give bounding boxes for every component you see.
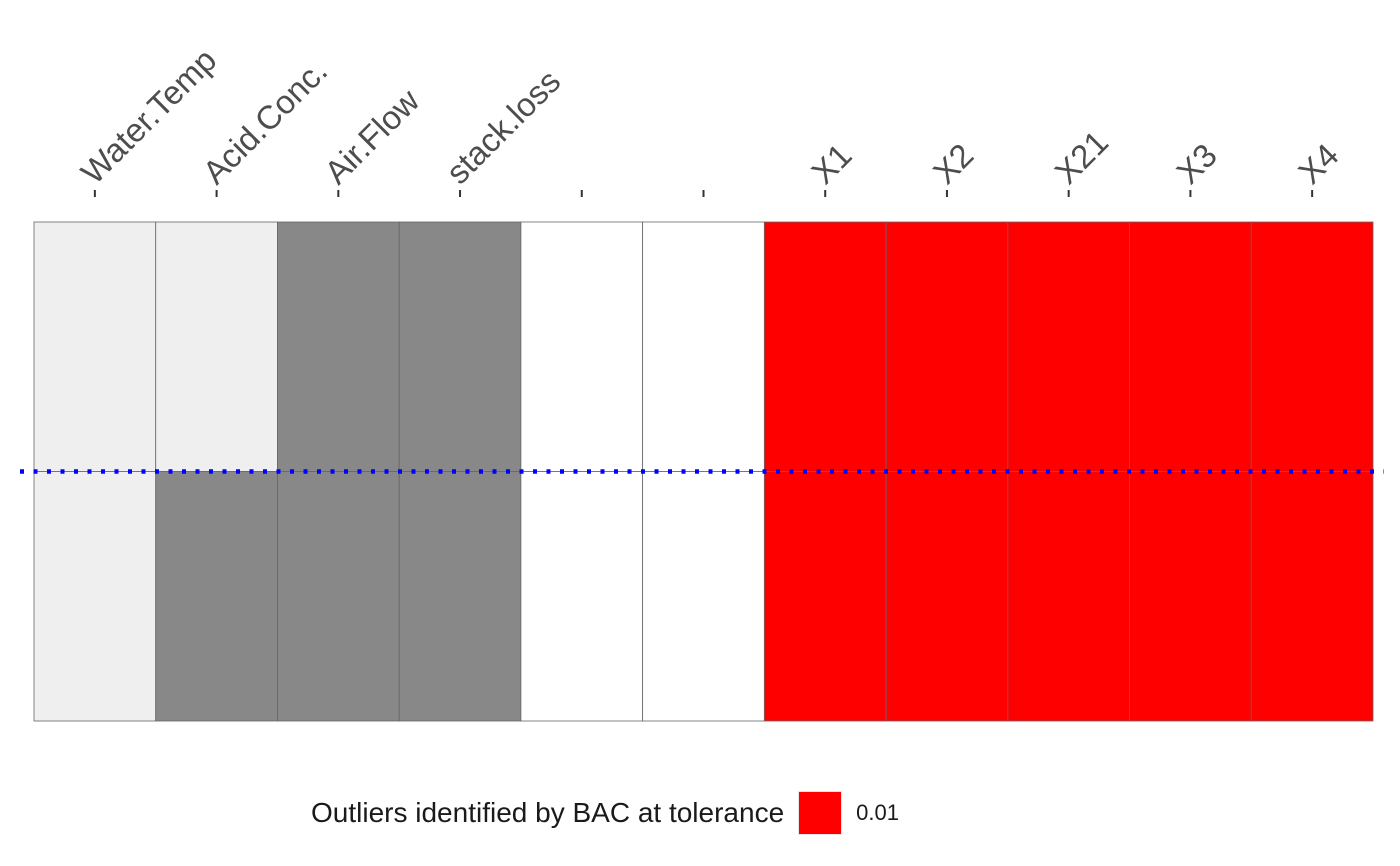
heatmap-cell xyxy=(885,471,1009,722)
heatmap-cell xyxy=(763,221,887,472)
heatmap-cell xyxy=(885,221,1009,472)
heatmap-cell xyxy=(1129,221,1252,472)
legend: Outliers identified by BAC at tolerance … xyxy=(0,788,1400,838)
heatmap-cell xyxy=(642,471,765,722)
x-axis-tick-label: X3 xyxy=(1169,136,1224,191)
heatmap-cell xyxy=(155,221,278,472)
heatmap-cell xyxy=(1250,471,1374,722)
heatmap-cell xyxy=(1007,471,1130,722)
x-axis-tick-label: Air.Flow xyxy=(317,82,426,191)
heatmap-cell xyxy=(277,221,400,472)
heatmap-cell xyxy=(763,471,887,722)
heatmap-cell xyxy=(398,221,522,472)
heatmap-cell xyxy=(1250,221,1374,472)
heatmap-cell xyxy=(642,221,765,472)
heatmap-cell xyxy=(1007,221,1130,472)
x-axis-tick-label: X1 xyxy=(804,136,859,191)
heatmap-cell xyxy=(520,471,644,722)
heatmap-cell xyxy=(1129,471,1252,722)
legend-title: Outliers identified by BAC at tolerance xyxy=(311,797,785,828)
heatmap-cell xyxy=(155,471,278,722)
heatmap-cell xyxy=(33,471,157,722)
x-axis-tick-label: X4 xyxy=(1291,136,1346,191)
heatmap-cell xyxy=(520,221,644,472)
heatmap-cells xyxy=(33,221,1374,722)
heatmap-cell xyxy=(398,471,522,722)
legend-key-label: 0.01 xyxy=(856,800,899,825)
x-axis-tick-label: X2 xyxy=(926,136,981,191)
x-axis-ticks xyxy=(93,190,1314,197)
heatmap-cell xyxy=(33,221,157,472)
x-axis-tick-label: X21 xyxy=(1047,123,1115,191)
heatmap-cell xyxy=(277,471,400,722)
legend-key-swatch xyxy=(798,791,843,835)
x-axis-tick-label: stack.loss xyxy=(439,62,568,191)
